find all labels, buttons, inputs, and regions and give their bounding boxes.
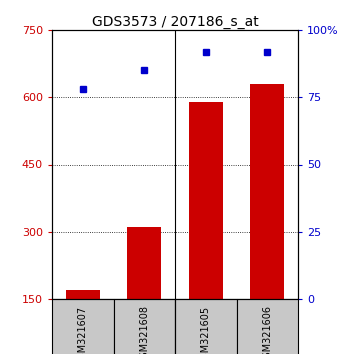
Title: GDS3573 / 207186_s_at: GDS3573 / 207186_s_at bbox=[91, 15, 258, 29]
Bar bbox=[250, 84, 284, 299]
Bar bbox=[128, 227, 161, 299]
Bar bbox=[189, 102, 223, 299]
Text: GSM321606: GSM321606 bbox=[262, 306, 272, 354]
Bar bbox=[52, 299, 114, 354]
Bar bbox=[114, 299, 175, 354]
Text: GSM321607: GSM321607 bbox=[78, 306, 88, 354]
Bar bbox=[237, 299, 298, 354]
Bar bbox=[66, 290, 100, 299]
Text: GSM321605: GSM321605 bbox=[201, 306, 211, 354]
Text: GSM321608: GSM321608 bbox=[139, 306, 149, 354]
Bar bbox=[175, 299, 237, 354]
